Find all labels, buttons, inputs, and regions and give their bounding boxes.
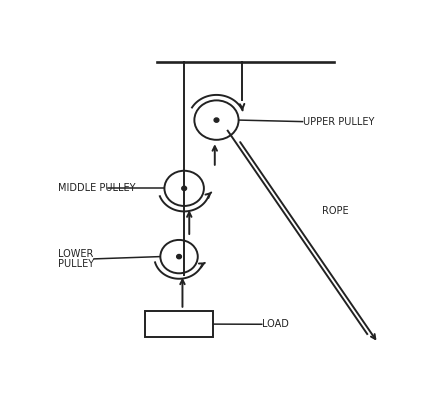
Text: MIDDLE PULLEY: MIDDLE PULLEY [58, 183, 135, 193]
Bar [145, 311, 212, 337]
Text: LOWER: LOWER [58, 249, 93, 258]
Text: ROPE: ROPE [321, 206, 348, 216]
Text: PULLEY: PULLEY [58, 259, 94, 269]
Circle shape [214, 118, 219, 122]
Circle shape [181, 186, 186, 190]
Circle shape [176, 255, 181, 259]
Text: LOAD: LOAD [262, 319, 289, 329]
Text: UPPER PULLEY: UPPER PULLEY [303, 117, 374, 126]
